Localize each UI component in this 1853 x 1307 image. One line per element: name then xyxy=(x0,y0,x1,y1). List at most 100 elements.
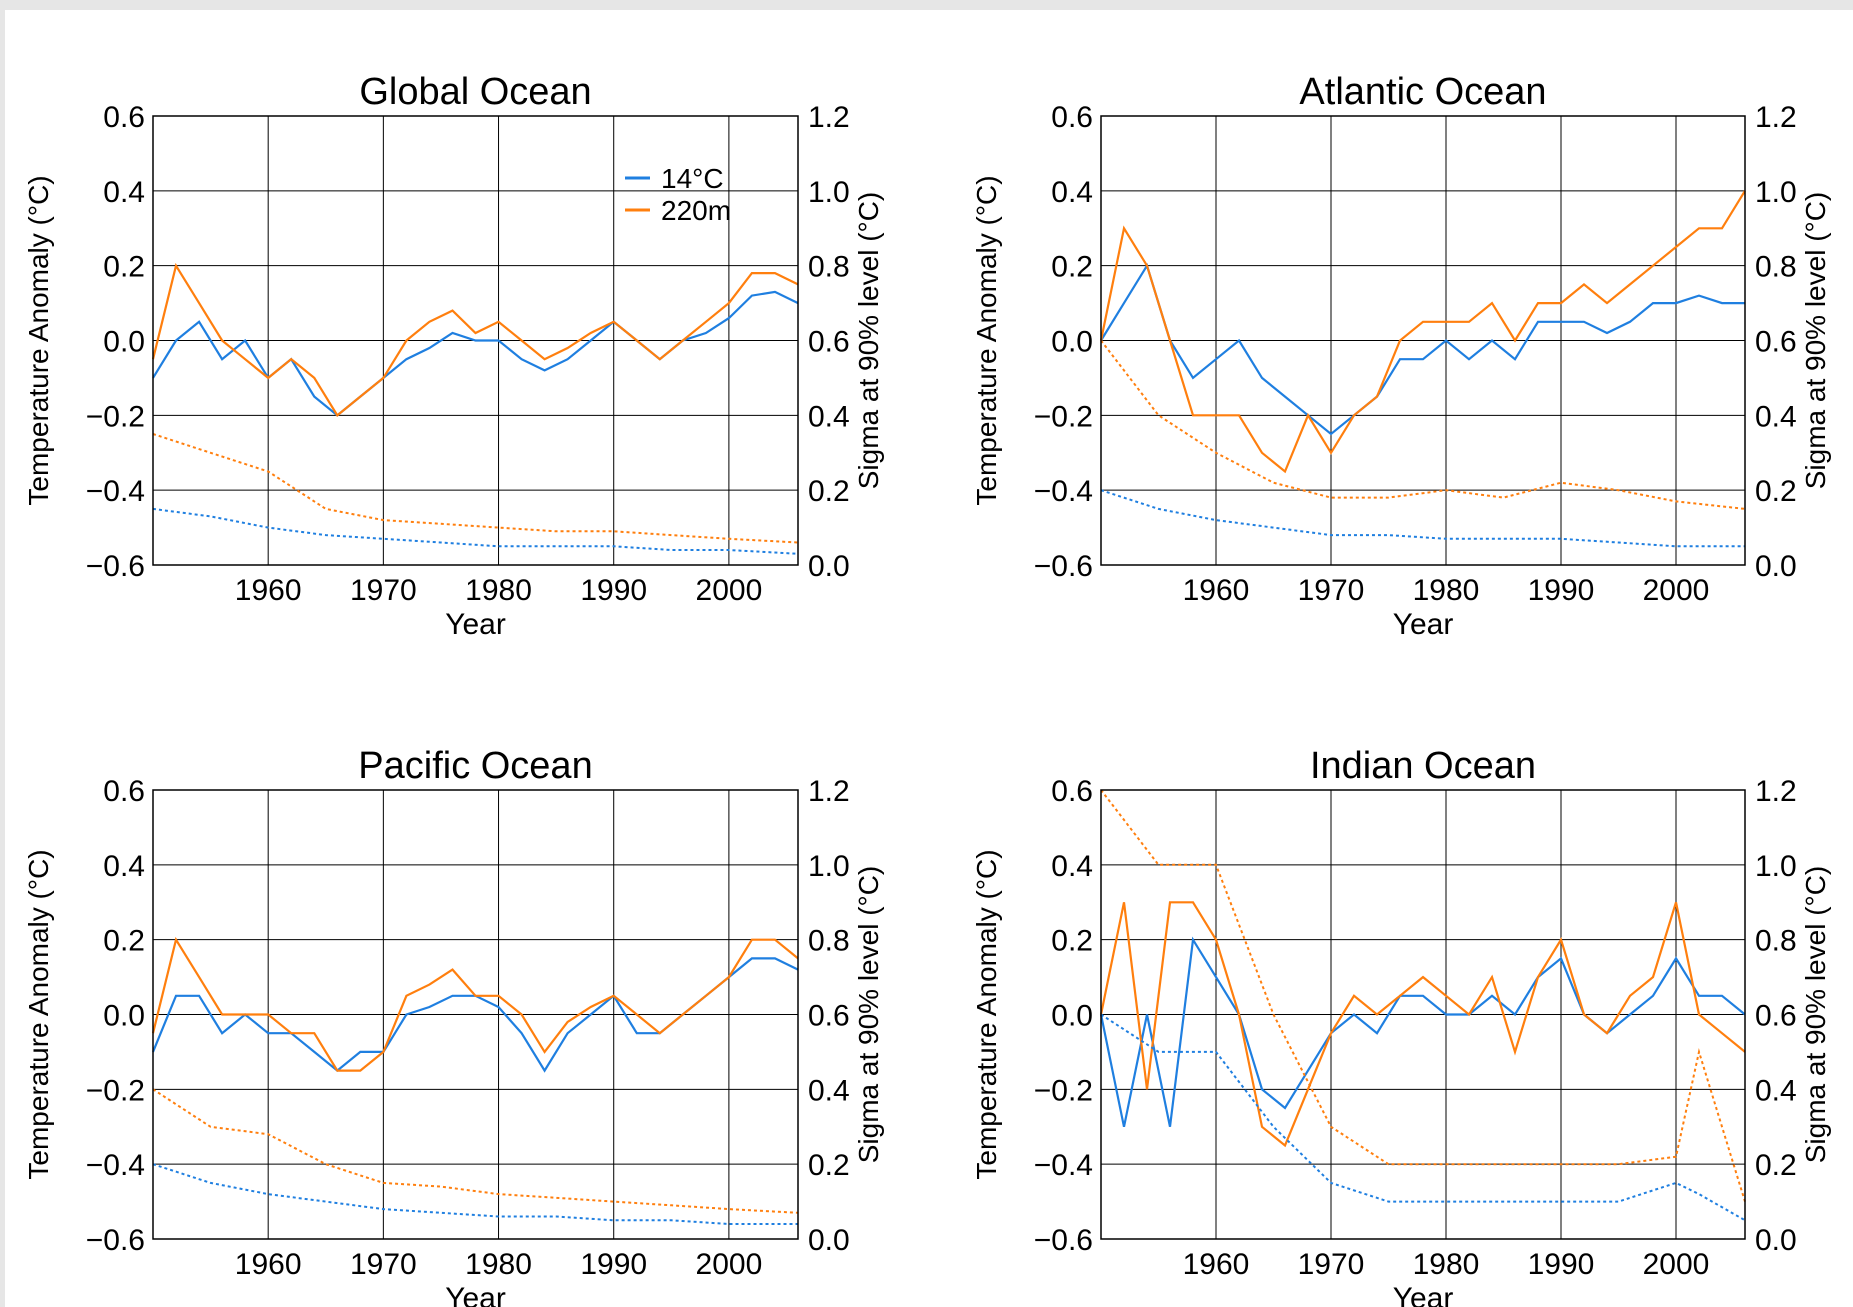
series-line-220m xyxy=(151,262,799,417)
y-right-tick-label: 0.4 xyxy=(1755,400,1797,433)
y-axis-label: Temperature Anomaly (°C) xyxy=(23,175,54,505)
x-axis-label: Year xyxy=(445,608,506,641)
plot-frame xyxy=(152,789,799,1240)
y-tick-label: 0.0 xyxy=(1051,1000,1093,1033)
x-axis-label: Year xyxy=(1393,1282,1454,1307)
y-tick-label: 0.2 xyxy=(103,925,145,958)
y-right-tick-label: 1.2 xyxy=(808,775,850,808)
x-tick-label: 1970 xyxy=(1298,574,1365,607)
x-tick-label: 2000 xyxy=(696,574,763,607)
chart-title: Pacific Ocean xyxy=(358,745,592,787)
y-axis-label-right: Sigma at 90% level (°C) xyxy=(853,192,884,490)
y-right-tick-label: 0.2 xyxy=(1755,1149,1797,1182)
y-tick-label: 0.6 xyxy=(103,101,145,134)
x-tick-label: 2000 xyxy=(696,1248,763,1281)
y-right-tick-label: 0.6 xyxy=(1755,1000,1797,1033)
x-tick-label: 1980 xyxy=(1413,574,1480,607)
y-right-tick-label: 0.2 xyxy=(1755,475,1797,508)
series-line-sigma-14c xyxy=(1100,1013,1746,1222)
y-right-tick-label: 0.2 xyxy=(808,475,850,508)
series-line-sigma-220m xyxy=(1100,339,1746,510)
x-tick-label: 1990 xyxy=(580,1248,647,1281)
y-tick-label: −0.2 xyxy=(1034,1074,1093,1107)
chart-title: Indian Ocean xyxy=(1310,745,1536,787)
y-axis-label-right: Sigma at 90% level (°C) xyxy=(853,866,884,1164)
y-axis-label: Temperature Anomaly (°C) xyxy=(23,849,54,1179)
y-right-tick-label: 0.2 xyxy=(808,1149,850,1182)
x-tick-label: 1980 xyxy=(465,574,532,607)
x-tick-label: 1960 xyxy=(1183,574,1250,607)
y-tick-label: 0.2 xyxy=(1051,251,1093,284)
series-line-sigma-14c xyxy=(152,507,799,555)
y-tick-label: 0.4 xyxy=(103,850,145,883)
y-right-tick-label: 1.0 xyxy=(1755,850,1797,883)
y-tick-label: 0.4 xyxy=(1051,176,1093,209)
y-axis-label: Temperature Anomaly (°C) xyxy=(971,175,1002,505)
plot-frame xyxy=(1100,789,1746,1240)
chart-title: Global Ocean xyxy=(359,71,591,113)
y-tick-label: −0.6 xyxy=(86,550,145,583)
y-right-tick-label: 0.6 xyxy=(1755,326,1797,359)
y-right-tick-label: 0.0 xyxy=(1755,1224,1797,1257)
y-tick-label: −0.2 xyxy=(86,1074,145,1107)
y-tick-label: 0.4 xyxy=(1051,850,1093,883)
x-axis-label: Year xyxy=(1393,608,1454,641)
x-tick-label: 1990 xyxy=(580,574,647,607)
y-axis-label: Temperature Anomaly (°C) xyxy=(971,849,1002,1179)
series-line-220m xyxy=(1099,190,1746,474)
y-right-tick-label: 0.8 xyxy=(808,925,850,958)
y-tick-label: 0.6 xyxy=(103,775,145,808)
y-right-tick-label: 1.0 xyxy=(1755,176,1797,209)
x-tick-label: 1980 xyxy=(465,1248,532,1281)
top-bar xyxy=(0,0,1853,10)
y-right-tick-label: 1.2 xyxy=(808,101,850,134)
series-line-220m xyxy=(1099,901,1746,1148)
y-right-tick-label: 0.0 xyxy=(1755,550,1797,583)
y-tick-label: 0.0 xyxy=(1051,326,1093,359)
legend-label: 220m xyxy=(661,195,731,226)
x-tick-label: 1970 xyxy=(350,574,417,607)
y-right-tick-label: 1.2 xyxy=(1755,101,1797,134)
x-tick-label: 1960 xyxy=(235,574,302,607)
y-right-tick-label: 0.4 xyxy=(1755,1074,1797,1107)
y-tick-label: −0.6 xyxy=(86,1224,145,1257)
plot-frame xyxy=(1100,115,1746,566)
series-line-sigma-220m xyxy=(152,1088,799,1214)
y-tick-label: 0.4 xyxy=(103,176,145,209)
y-right-tick-label: 0.6 xyxy=(808,326,850,359)
y-tick-label: 0.0 xyxy=(103,1000,145,1033)
y-axis-label-right: Sigma at 90% level (°C) xyxy=(1800,192,1831,490)
y-tick-label: 0.6 xyxy=(1051,101,1093,134)
x-tick-label: 1990 xyxy=(1528,574,1595,607)
y-tick-label: 0.0 xyxy=(103,326,145,359)
y-tick-label: 0.2 xyxy=(1051,925,1093,958)
x-axis-label: Year xyxy=(445,1282,506,1307)
y-tick-label: −0.4 xyxy=(1034,475,1093,508)
y-right-tick-label: 0.8 xyxy=(1755,251,1797,284)
y-tick-label: −0.4 xyxy=(86,1149,145,1182)
legend-label: 14°C xyxy=(661,163,724,194)
x-tick-label: 1970 xyxy=(350,1248,417,1281)
y-right-tick-label: 0.0 xyxy=(808,550,850,583)
y-right-tick-label: 0.4 xyxy=(808,400,850,433)
x-tick-label: 1960 xyxy=(1183,1248,1250,1281)
x-tick-label: 1960 xyxy=(235,1248,302,1281)
x-tick-label: 1970 xyxy=(1298,1248,1365,1281)
y-tick-label: −0.6 xyxy=(1034,1224,1093,1257)
x-tick-label: 2000 xyxy=(1643,574,1710,607)
y-tick-label: −0.2 xyxy=(1034,400,1093,433)
series-line-sigma-220m xyxy=(152,433,799,544)
series-line-14c xyxy=(1099,936,1746,1128)
left-edge xyxy=(0,10,5,1307)
y-axis-label-right: Sigma at 90% level (°C) xyxy=(1800,866,1831,1164)
x-tick-label: 1980 xyxy=(1413,1248,1480,1281)
series-line-14c xyxy=(152,290,799,417)
y-tick-label: 0.6 xyxy=(1051,775,1093,808)
y-tick-label: 0.2 xyxy=(103,251,145,284)
chart-title: Atlantic Ocean xyxy=(1299,71,1546,113)
y-right-tick-label: 0.0 xyxy=(808,1224,850,1257)
y-right-tick-label: 1.0 xyxy=(808,850,850,883)
series-line-220m xyxy=(151,936,799,1072)
series-line-sigma-220m xyxy=(1100,789,1746,1202)
